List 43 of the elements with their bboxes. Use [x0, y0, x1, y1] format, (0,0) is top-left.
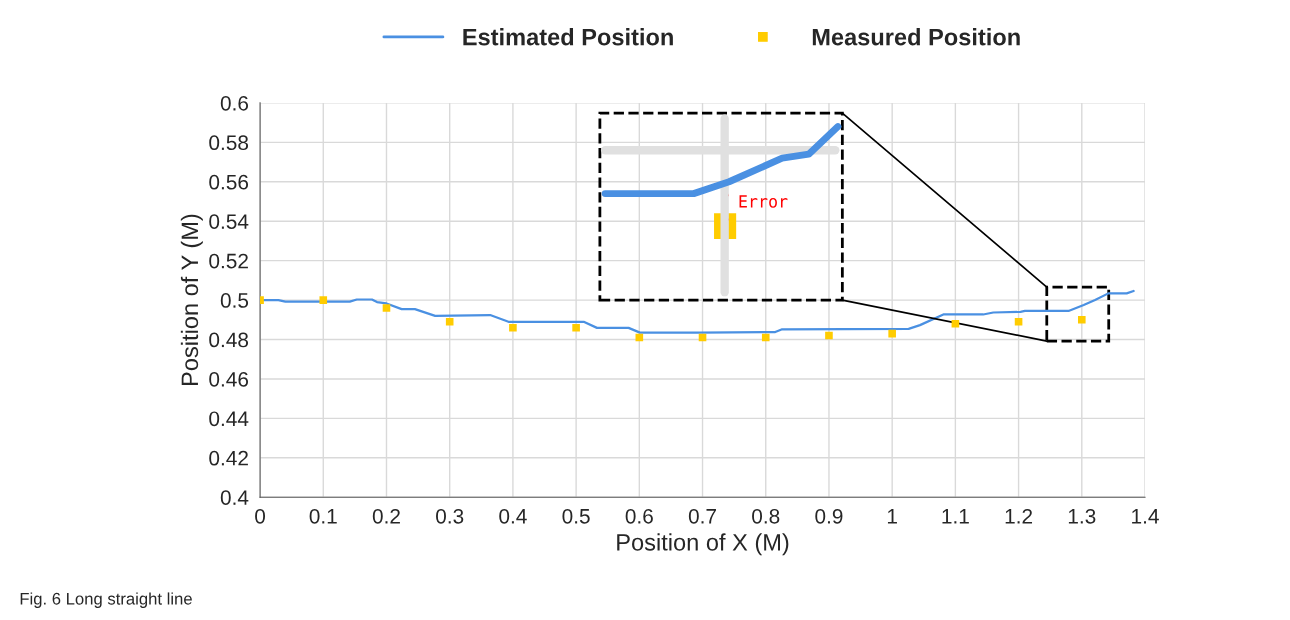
point	[445, 317, 454, 326]
y-tick-label: 0.4	[220, 490, 249, 505]
x-tick-label: 1	[887, 509, 897, 524]
x-tick-label: 1.3	[1068, 508, 1096, 524]
y-tick-label: 0.44	[209, 411, 249, 427]
y-tick-label: 0.56	[209, 174, 249, 190]
x-tick-label: 1.4	[1132, 509, 1159, 524]
y-tick-label: 0.48	[209, 332, 249, 348]
x-tick-label: 0	[255, 508, 266, 524]
annotation: Error	[739, 195, 788, 208]
x-tick-label: 0.3	[436, 508, 464, 524]
x-tick-label: 0.9	[815, 508, 843, 524]
legend-label: Estimated Position	[463, 28, 673, 46]
y-tick-label: 0.46	[209, 371, 249, 387]
point	[761, 333, 770, 342]
point	[1014, 317, 1023, 326]
point	[951, 319, 960, 328]
point	[319, 296, 328, 304]
legend-label: Measured Position	[812, 28, 1020, 46]
x-tick-label: 0.4	[499, 508, 527, 524]
y-axis-title: Position of Y (M)	[180, 214, 203, 385]
y-tick-label: 0.58	[209, 135, 249, 151]
point	[572, 323, 580, 332]
point	[888, 329, 896, 338]
x-tick-label: 0.8	[752, 508, 780, 524]
point	[825, 331, 833, 340]
x-tick-label: 0.1	[309, 508, 337, 524]
caption: Fig. 6 Long straight line	[20, 592, 192, 608]
y-tick-label: 0.42	[209, 450, 248, 466]
x-tick-label: 0.7	[688, 508, 716, 524]
x-tick-label: 0.2	[372, 508, 400, 524]
point	[1077, 315, 1086, 324]
y-tick-label: 0.54	[209, 214, 249, 229]
x-tick-label: 0.6	[625, 508, 653, 524]
point	[382, 304, 391, 312]
x-tick-label: 1.2	[1005, 508, 1033, 524]
x-tick-label: 0.5	[562, 508, 590, 524]
point	[509, 323, 517, 332]
x-axis-title: Position of X (M)	[617, 533, 789, 556]
y-tick-label: 0.5	[220, 293, 249, 308]
y-tick-label: 0.52	[209, 253, 248, 269]
y-tick-label: 0.6	[220, 95, 249, 111]
x-tick-label: 1.1	[942, 509, 969, 524]
